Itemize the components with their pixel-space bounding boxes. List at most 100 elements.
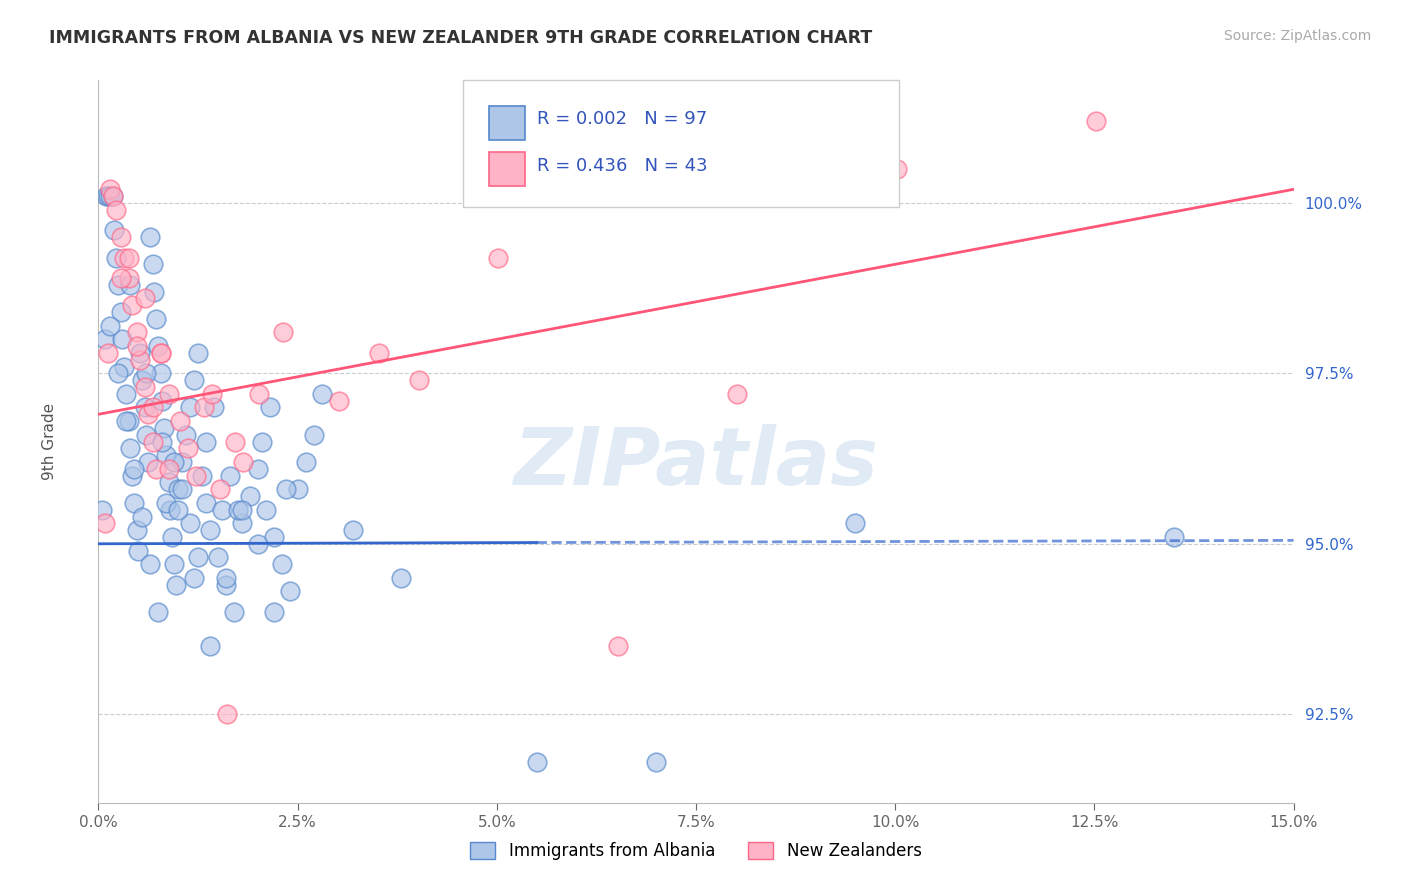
Point [294, 455, 316, 469]
Point [98, 318, 122, 333]
Point [486, 251, 509, 265]
Point [193, 401, 215, 415]
Point [246, 462, 269, 476]
Text: R = 0.002   N = 97: R = 0.002 N = 97 [537, 111, 707, 128]
Point [143, 285, 166, 299]
Point [149, 367, 172, 381]
Point [231, 502, 253, 516]
Point [131, 373, 153, 387]
Point [125, 523, 148, 537]
Point [259, 401, 281, 415]
Point [134, 401, 156, 415]
Point [107, 367, 129, 381]
Point [134, 380, 156, 394]
Point [110, 271, 132, 285]
Point [110, 230, 132, 244]
Point [152, 421, 174, 435]
Point [124, 462, 146, 476]
Point [145, 462, 167, 476]
Point [142, 257, 165, 271]
Point [246, 537, 269, 551]
Point [250, 434, 273, 449]
Point [91, 502, 114, 516]
Point [157, 387, 180, 401]
Point [104, 202, 127, 217]
FancyBboxPatch shape [463, 80, 900, 207]
Point [115, 414, 138, 428]
Point [184, 468, 207, 483]
Point [120, 277, 142, 292]
Point [183, 373, 205, 387]
Point [231, 516, 253, 531]
Point [179, 401, 201, 415]
Point [208, 482, 231, 496]
Point [1163, 530, 1185, 544]
Point [271, 326, 294, 340]
Point [118, 251, 141, 265]
Point [131, 509, 153, 524]
Point [167, 482, 190, 496]
Point [215, 577, 238, 591]
Point [254, 502, 277, 516]
Point [94, 516, 117, 531]
Point [844, 516, 866, 531]
Point [134, 292, 156, 306]
Point [183, 571, 205, 585]
Point [127, 543, 149, 558]
Point [287, 482, 309, 496]
Point [278, 584, 301, 599]
Point [94, 332, 117, 346]
Point [606, 639, 628, 653]
Point [149, 346, 172, 360]
Point [176, 442, 198, 456]
Point [328, 393, 350, 408]
Point [187, 346, 209, 360]
Point [97, 189, 120, 203]
Point [211, 502, 233, 516]
Point [408, 373, 430, 387]
Point [150, 393, 173, 408]
Point [115, 387, 138, 401]
Bar [489, 152, 524, 186]
Point [169, 414, 191, 428]
Point [160, 530, 183, 544]
Point [191, 468, 214, 483]
Point [110, 305, 132, 319]
Point [128, 352, 150, 367]
Point [195, 496, 218, 510]
Point [112, 359, 135, 374]
Point [645, 755, 668, 769]
Point [107, 277, 129, 292]
Point [148, 339, 170, 353]
Text: R = 0.436   N = 43: R = 0.436 N = 43 [537, 156, 707, 175]
Point [886, 161, 908, 176]
Point [139, 558, 162, 572]
Point [219, 468, 242, 483]
Point [172, 482, 194, 496]
Point [136, 455, 159, 469]
Point [150, 434, 173, 449]
Point [163, 455, 186, 469]
Point [118, 271, 141, 285]
Point [163, 558, 186, 572]
Point [198, 639, 221, 653]
Point [142, 434, 165, 449]
Point [263, 605, 285, 619]
Point [263, 530, 285, 544]
Point [121, 298, 143, 312]
Point [207, 550, 229, 565]
Point [179, 516, 201, 531]
Point [187, 550, 209, 565]
Point [274, 482, 297, 496]
Point [302, 427, 325, 442]
Point [98, 189, 122, 203]
Point [139, 230, 162, 244]
Point [101, 189, 124, 203]
Point [167, 502, 190, 516]
Point [232, 455, 254, 469]
Point [96, 189, 118, 203]
Point [198, 523, 221, 537]
Point [148, 605, 170, 619]
Point [155, 496, 177, 510]
Point [1084, 114, 1107, 128]
